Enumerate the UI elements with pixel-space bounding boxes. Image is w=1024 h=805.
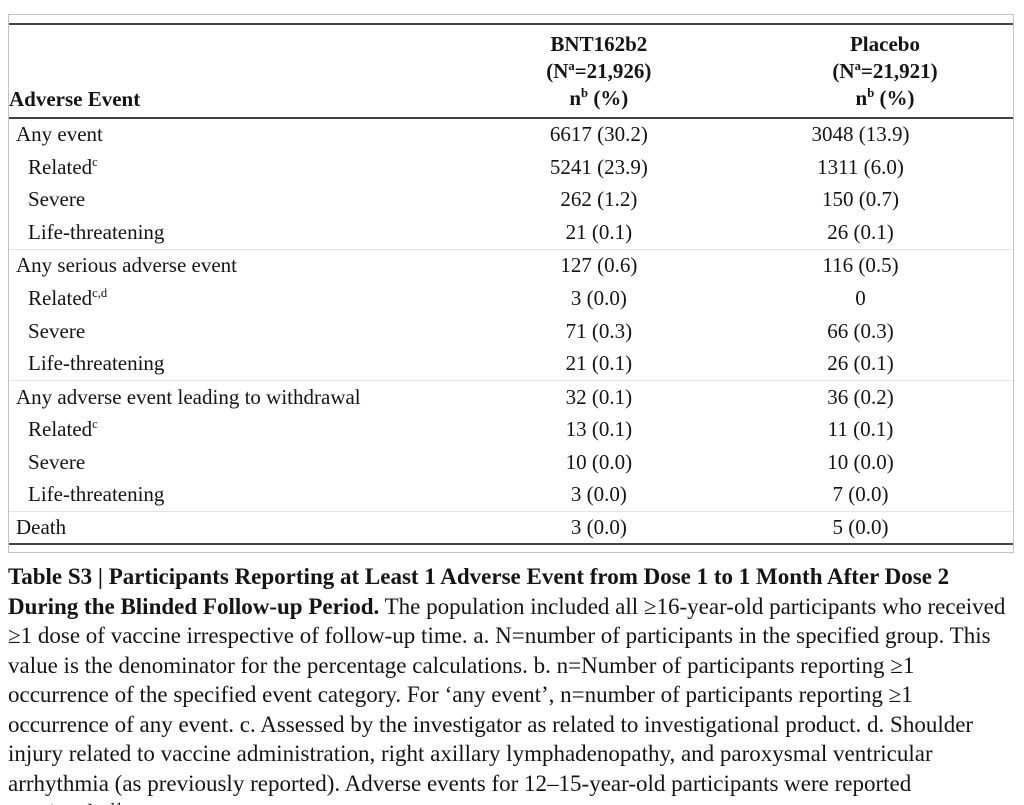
bnt162b2-value-cell: 3 (0.0) [570, 285, 627, 310]
group-n-placebo: (Na=21,921) [832, 59, 938, 83]
bnt162b2-value-cell: 3 (0.0) [570, 482, 627, 507]
placebo-value-cell: 26 (0.1) [827, 351, 894, 376]
group-name-placebo: Placebo [849, 32, 920, 56]
placebo-value-cell: 116 (0.5) [756, 248, 1013, 282]
adverse-event-cell: Life-threatening [28, 351, 165, 376]
column-header-bnt162b2: BNT162b2 (Na=21,926) nb (%) [440, 24, 757, 119]
placebo-value-cell: 3048 (13.9) [811, 122, 910, 147]
adverse-event-cell: Relatedc [28, 154, 98, 179]
table-row: Any event 6617 (30.2) 3048 (13.9) [9, 118, 1013, 151]
table-row: Life-threatening 21 (0.1) 26 (0.1) [9, 216, 1013, 249]
placebo-value-cell: 10 (0.0) [827, 449, 894, 474]
bnt162b2-value-cell: 262 (1.2) [560, 187, 638, 212]
table-row: Death 3 (0.0) 5 (0.0) [9, 511, 1013, 545]
group-unit-bnt162b2: nb (%) [569, 86, 629, 110]
placebo-value-cell: 0 [855, 285, 866, 310]
header-row: Adverse Event BNT162b2 (Na=21,926) nb (%… [9, 24, 1013, 119]
adverse-events-table: Adverse Event BNT162b2 (Na=21,926) nb (%… [9, 23, 1013, 546]
table-row: Relatedc 13 (0.1) 11 (0.1) [9, 413, 1013, 446]
adverse-event-cell: Life-threatening [28, 482, 165, 507]
placebo-value-cell: 5 (0.0) [756, 511, 1013, 545]
adverse-event-cell: Life-threatening [28, 220, 165, 245]
adverse-events-table-frame: Adverse Event BNT162b2 (Na=21,926) nb (%… [8, 14, 1014, 554]
bnt162b2-value-cell: 10 (0.0) [565, 449, 633, 474]
table-caption: Table S3 | Participants Reporting at Lea… [8, 562, 1012, 805]
bnt162b2-value-cell: 32 (0.1) [440, 379, 757, 414]
table-row: Life-threatening 3 (0.0) 7 (0.0) [9, 479, 1013, 512]
adverse-event-cell: Any adverse event leading to withdrawal [9, 379, 441, 414]
placebo-value-cell: 66 (0.3) [827, 318, 894, 343]
placebo-value-cell: 36 (0.2) [756, 379, 1013, 414]
bnt162b2-value-cell: 3 (0.0) [440, 511, 757, 545]
caption-reference-superscript: 11 [109, 800, 122, 805]
bnt162b2-value-cell: 13 (0.1) [565, 417, 633, 442]
adverse-event-cell: Death [9, 511, 441, 545]
placebo-value-cell: 11 (0.1) [827, 417, 894, 442]
bnt162b2-value-cell: 127 (0.6) [440, 248, 757, 282]
table-row: Severe 10 (0.0) 10 (0.0) [9, 446, 1013, 479]
bnt162b2-value-cell: 21 (0.1) [565, 351, 633, 376]
adverse-event-cell: Severe [28, 318, 86, 343]
table-row: Any adverse event leading to withdrawal … [9, 379, 1013, 414]
adverse-event-cell: Relatedc,d [28, 285, 108, 310]
placebo-value-cell: 150 (0.7) [821, 187, 899, 212]
adverse-event-cell: Any serious adverse event [9, 248, 441, 282]
adverse-event-cell: Relatedc [28, 417, 98, 442]
caption-body: The population included all ≥16-year-old… [8, 593, 1006, 805]
table-body: Any event 6617 (30.2) 3048 (13.9) Relate… [9, 118, 1013, 545]
adverse-event-cell: Severe [28, 187, 86, 212]
placebo-value-cell: 7 (0.0) [832, 482, 889, 507]
table-row: Life-threatening 21 (0.1) 26 (0.1) [9, 348, 1013, 381]
table-row: Severe 262 (1.2) 150 (0.7) [9, 184, 1013, 217]
group-unit-placebo: nb (%) [855, 86, 915, 110]
bnt162b2-value-cell: 5241 (23.9) [549, 154, 648, 179]
bnt162b2-value-cell: 6617 (30.2) [549, 122, 648, 147]
group-n-bnt162b2: (Na=21,926) [546, 59, 652, 83]
caption-title: Table S3 | Participants Reporting at Lea… [8, 564, 950, 619]
column-header-adverse-event: Adverse Event [9, 24, 441, 119]
column-header-placebo: Placebo (Na=21,921) nb (%) [756, 24, 1013, 119]
table-row: Relatedc 5241 (23.9) 1311 (6.0) [9, 151, 1013, 184]
table-row: Severe 71 (0.3) 66 (0.3) [9, 315, 1013, 348]
bnt162b2-value-cell: 71 (0.3) [565, 318, 633, 343]
placebo-value-cell: 26 (0.1) [827, 220, 894, 245]
adverse-event-cell: Any event [16, 122, 103, 147]
adverse-event-cell: Severe [28, 449, 86, 474]
table-row: Relatedc,d 3 (0.0) 0 [9, 282, 1013, 315]
group-name-bnt162b2: BNT162b2 [550, 32, 648, 56]
frame-top-gap [9, 15, 1013, 23]
placebo-value-cell: 1311 (6.0) [817, 154, 904, 179]
table-header: Adverse Event BNT162b2 (Na=21,926) nb (%… [9, 24, 1013, 119]
table-row: Any serious adverse event 127 (0.6) 116 … [9, 248, 1013, 282]
frame-bottom-gap [9, 545, 1013, 552]
bnt162b2-value-cell: 21 (0.1) [565, 220, 633, 245]
